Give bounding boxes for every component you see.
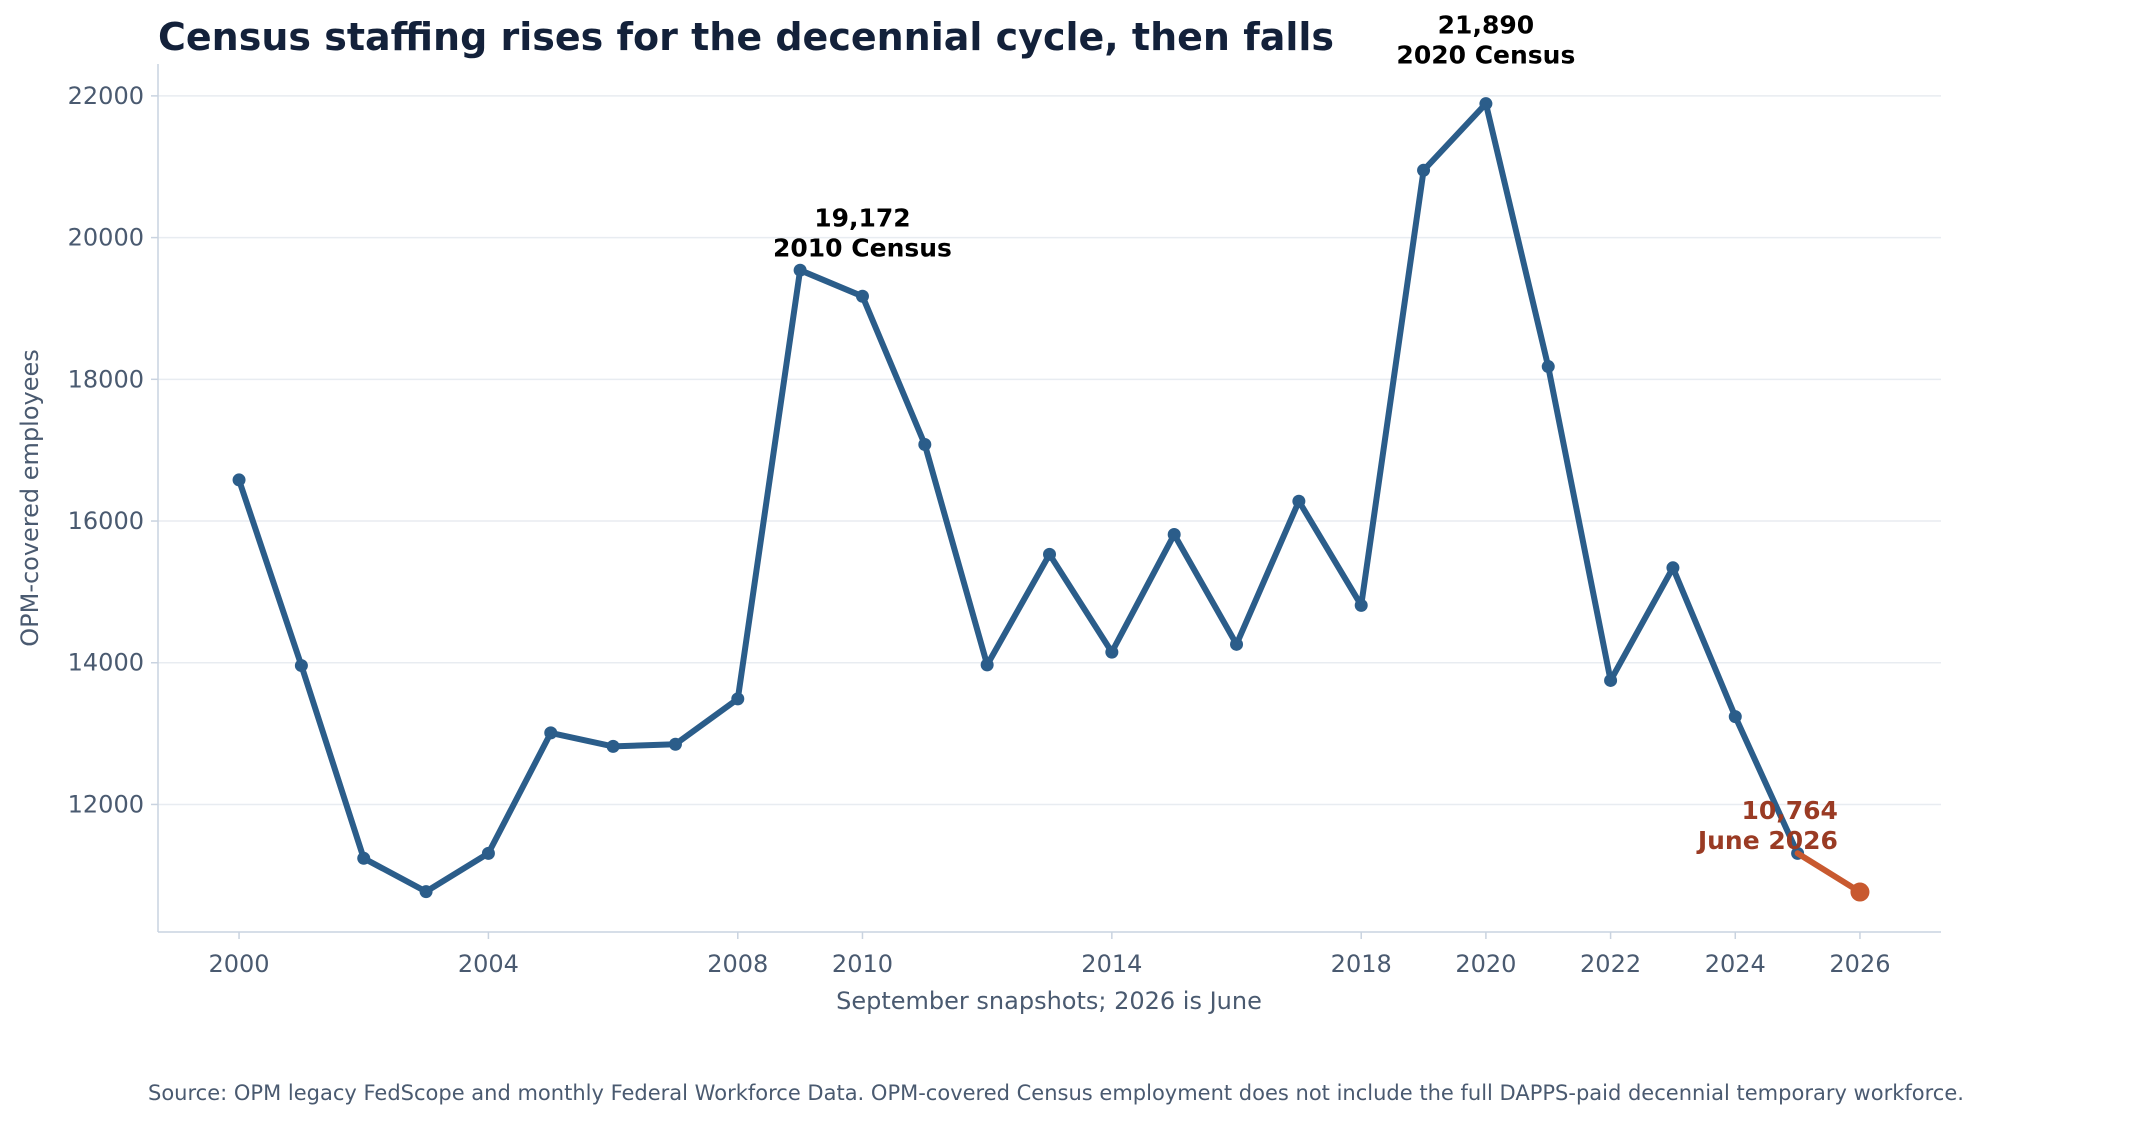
- y-tick-label: 18000: [68, 365, 144, 393]
- data-point: [1167, 527, 1181, 541]
- data-point: [419, 885, 433, 899]
- x-tick-label: 2014: [1081, 950, 1142, 978]
- series: [232, 97, 1870, 902]
- data-point: [980, 658, 994, 672]
- x-tick-label: 2004: [458, 950, 519, 978]
- x-tick-label: 2024: [1705, 950, 1766, 978]
- data-point: [232, 473, 246, 487]
- annotation-label: 2010 Census: [773, 233, 952, 262]
- series-line: [236, 100, 1801, 895]
- y-axis-label: OPM-covered employees: [16, 349, 44, 647]
- gridlines: [151, 95, 1941, 806]
- data-point: [481, 846, 495, 860]
- data-point: [1105, 645, 1119, 659]
- data-point: [1043, 547, 1056, 561]
- source-note: Source: OPM legacy FedScope and monthly …: [148, 1081, 1964, 1105]
- data-point: [1604, 673, 1618, 687]
- data-point: [1728, 710, 1742, 724]
- annotation-label: 2020 Census: [1396, 41, 1575, 70]
- data-point: [1417, 163, 1431, 177]
- x-tick-label: 2018: [1331, 950, 1392, 978]
- x-tick-label: 2022: [1580, 950, 1641, 978]
- y-tick-label: 16000: [68, 507, 144, 535]
- chart-title: Census staffing rises for the decennial …: [158, 15, 1334, 59]
- data-point: [1230, 637, 1244, 651]
- x-tick-label: 2000: [209, 950, 270, 978]
- data-point: [357, 851, 371, 865]
- highlight-point: [1850, 882, 1870, 902]
- data-point: [668, 737, 682, 751]
- data-point: [1354, 598, 1368, 612]
- data-point: [793, 263, 807, 277]
- data-point: [1541, 360, 1555, 374]
- data-point: [1292, 494, 1306, 508]
- data-point: [855, 289, 869, 303]
- x-axis-label: September snapshots; 2026 is June: [836, 987, 1262, 1015]
- x-tick-label: 2010: [832, 950, 893, 978]
- x-tick-label: 2008: [707, 950, 768, 978]
- x-tick-label: 2026: [1829, 950, 1890, 978]
- data-point: [544, 726, 558, 740]
- annotation-value: 10,764: [1741, 796, 1837, 825]
- annotation-value: 19,172: [814, 203, 910, 232]
- y-tick-label: 12000: [68, 790, 144, 818]
- data-point: [1479, 97, 1493, 111]
- x-tick-labels: 2000 2004 2008 2010 2014 2018 2020 2022 2024 2026: [209, 932, 1890, 978]
- annotation-label: June 2026: [1696, 826, 1838, 855]
- x-tick-label: 2020: [1455, 950, 1516, 978]
- data-point: [1666, 561, 1680, 575]
- y-tick-labels: 12000 14000 16000 18000 20000 22000: [68, 82, 144, 819]
- y-tick-label: 14000: [68, 649, 144, 677]
- data-point: [606, 739, 620, 753]
- y-tick-label: 20000: [68, 224, 144, 252]
- highlight-series-line: [1794, 850, 1863, 895]
- y-tick-label: 22000: [68, 82, 144, 110]
- data-point: [294, 659, 308, 673]
- data-point: [918, 438, 932, 452]
- axes: [157, 64, 1941, 933]
- annotation-value: 21,890: [1438, 11, 1534, 40]
- data-point: [731, 692, 745, 706]
